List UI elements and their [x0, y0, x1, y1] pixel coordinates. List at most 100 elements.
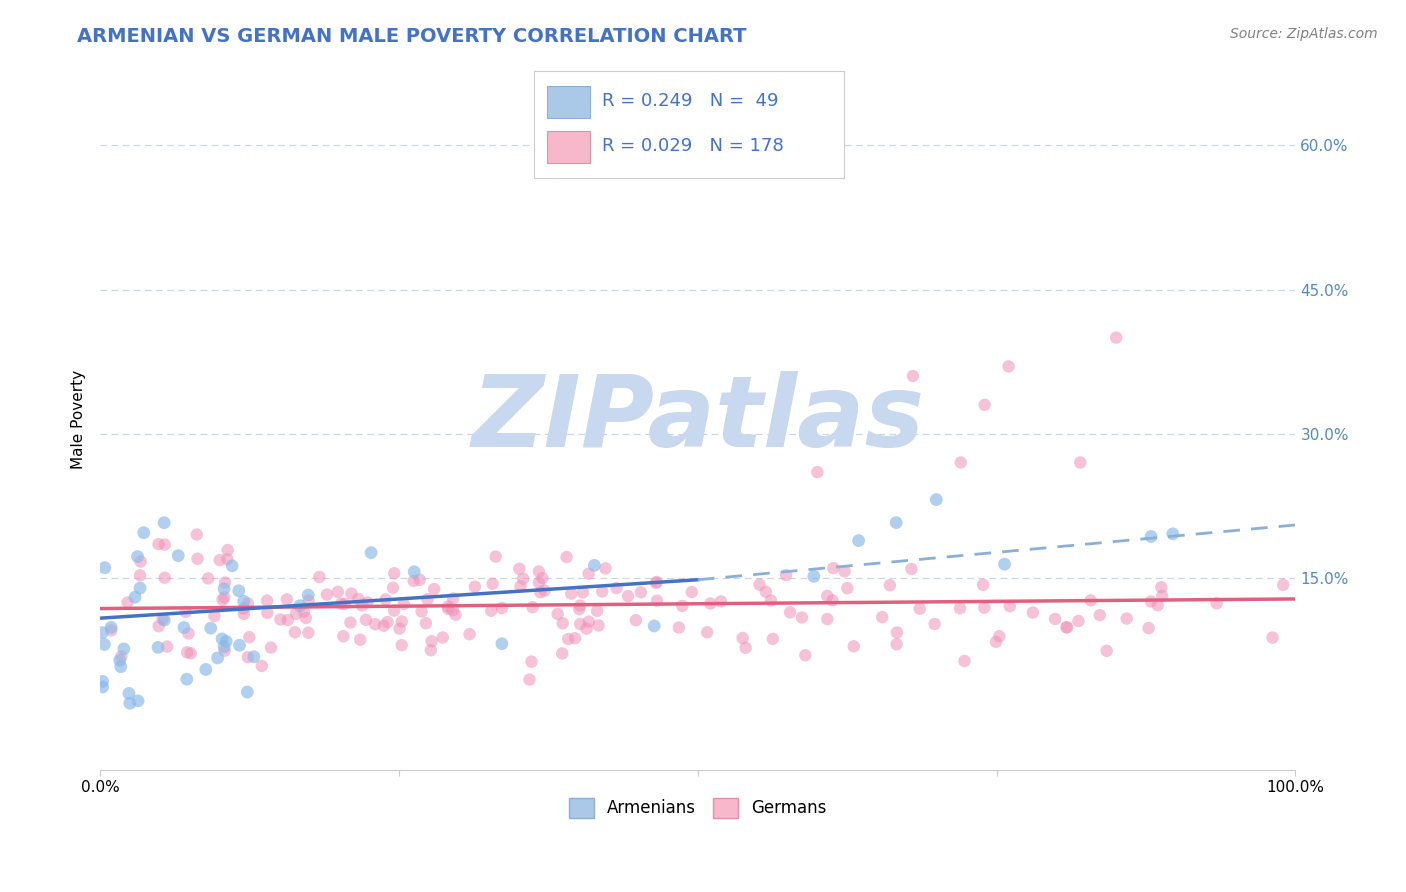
- Point: [93, 637, 115, 651]
- Point: [984, 635, 1007, 649]
- Text: R = 0.029   N = 178: R = 0.029 N = 178: [602, 137, 785, 155]
- Point: [1272, 578, 1295, 592]
- Point: [228, 638, 250, 652]
- Point: [972, 578, 994, 592]
- Point: [901, 369, 924, 384]
- Point: [388, 622, 411, 636]
- Point: [485, 549, 508, 564]
- Point: [297, 625, 319, 640]
- Point: [645, 594, 668, 608]
- Point: [91, 674, 114, 689]
- Point: [91, 625, 114, 640]
- Point: [458, 627, 481, 641]
- Point: [821, 593, 844, 607]
- Point: [1140, 529, 1163, 543]
- Point: [908, 601, 931, 615]
- Point: [779, 605, 801, 619]
- Point: [531, 571, 554, 585]
- Point: [624, 613, 647, 627]
- Point: [297, 593, 319, 607]
- Point: [350, 599, 373, 613]
- Point: [212, 582, 235, 596]
- Point: [617, 589, 640, 603]
- Point: [110, 649, 132, 664]
- Point: [153, 613, 176, 627]
- Point: [815, 589, 838, 603]
- Point: [583, 558, 606, 573]
- Point: [91, 680, 114, 694]
- Point: [993, 558, 1015, 572]
- Point: [294, 611, 316, 625]
- Point: [377, 615, 399, 629]
- Point: [879, 578, 901, 592]
- Point: [870, 610, 893, 624]
- Point: [277, 613, 299, 627]
- Point: [211, 632, 233, 646]
- Point: [232, 601, 254, 615]
- Point: [533, 583, 555, 598]
- Point: [710, 594, 733, 608]
- Point: [1022, 606, 1045, 620]
- Point: [391, 638, 413, 652]
- Point: [256, 606, 278, 620]
- Point: [214, 575, 236, 590]
- Point: [243, 649, 266, 664]
- Point: [382, 603, 405, 617]
- Point: [236, 685, 259, 699]
- Point: [297, 588, 319, 602]
- Point: [509, 579, 531, 593]
- Point: [1115, 611, 1137, 625]
- Point: [547, 607, 569, 621]
- Point: [127, 549, 149, 564]
- Point: [815, 612, 838, 626]
- Point: [520, 655, 543, 669]
- Point: [512, 572, 534, 586]
- Point: [153, 571, 176, 585]
- Point: [823, 561, 845, 575]
- Point: [842, 640, 865, 654]
- Point: [288, 599, 311, 613]
- Point: [790, 610, 813, 624]
- Legend: Armenians, Germans: Armenians, Germans: [562, 791, 834, 825]
- Point: [671, 599, 693, 613]
- Point: [1105, 330, 1128, 344]
- Point: [519, 673, 541, 687]
- Point: [998, 599, 1021, 614]
- Point: [238, 630, 260, 644]
- Point: [354, 613, 377, 627]
- Point: [180, 646, 202, 660]
- Point: [481, 576, 503, 591]
- Point: [411, 604, 433, 618]
- Point: [806, 128, 828, 143]
- Point: [208, 553, 231, 567]
- Point: [197, 571, 219, 585]
- Point: [1054, 620, 1077, 634]
- Point: [696, 625, 718, 640]
- Point: [204, 608, 226, 623]
- Point: [734, 640, 756, 655]
- Point: [527, 575, 550, 590]
- Point: [423, 582, 446, 596]
- Point: [402, 574, 425, 588]
- Point: [132, 525, 155, 540]
- Point: [339, 615, 361, 630]
- Point: [330, 597, 353, 611]
- Point: [560, 587, 582, 601]
- Point: [232, 607, 254, 621]
- Point: [491, 601, 513, 615]
- Point: [605, 581, 627, 595]
- Point: [551, 616, 574, 631]
- Point: [392, 597, 415, 611]
- Point: [217, 543, 239, 558]
- Point: [748, 578, 770, 592]
- Point: [146, 640, 169, 655]
- Point: [479, 604, 502, 618]
- Y-axis label: Male Poverty: Male Poverty: [72, 369, 86, 469]
- Point: [236, 597, 259, 611]
- Point: [643, 619, 665, 633]
- Point: [333, 597, 356, 611]
- Point: [129, 568, 152, 582]
- Point: [416, 592, 439, 607]
- Point: [437, 602, 460, 616]
- Point: [326, 585, 349, 599]
